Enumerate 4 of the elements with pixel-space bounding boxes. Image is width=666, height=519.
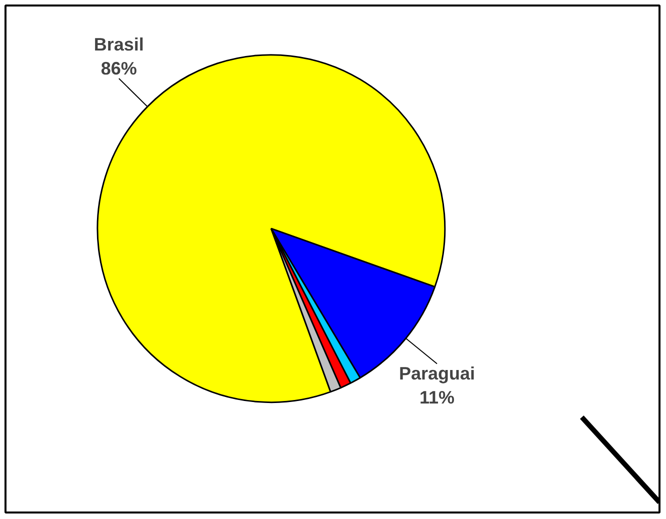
slice-label: Brasil [94,34,144,55]
data-label: 11% [419,388,455,408]
slice-label: Paraguai [398,364,476,384]
data-label: 86% [100,58,137,79]
